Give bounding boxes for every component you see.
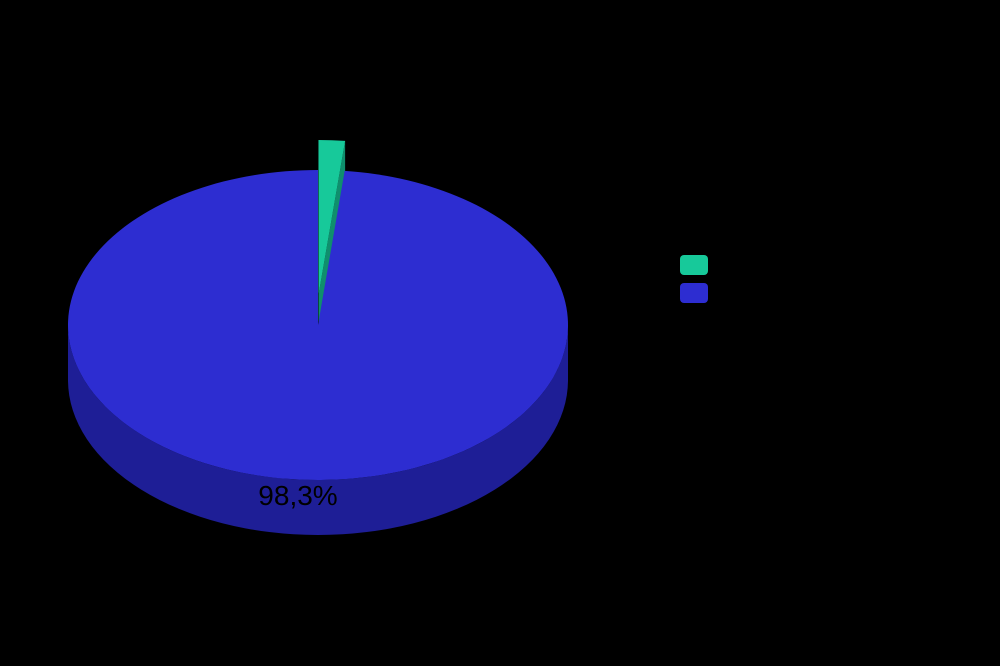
legend-item <box>680 255 718 275</box>
legend-swatch <box>680 255 708 275</box>
legend <box>680 255 718 311</box>
chart-stage: 98,3% <box>0 0 1000 666</box>
pie-chart: 98,3% <box>0 0 1000 666</box>
slice-data-label: 98,3% <box>258 480 337 511</box>
pie-slice <box>68 170 568 480</box>
legend-item <box>680 283 718 303</box>
legend-swatch <box>680 283 708 303</box>
